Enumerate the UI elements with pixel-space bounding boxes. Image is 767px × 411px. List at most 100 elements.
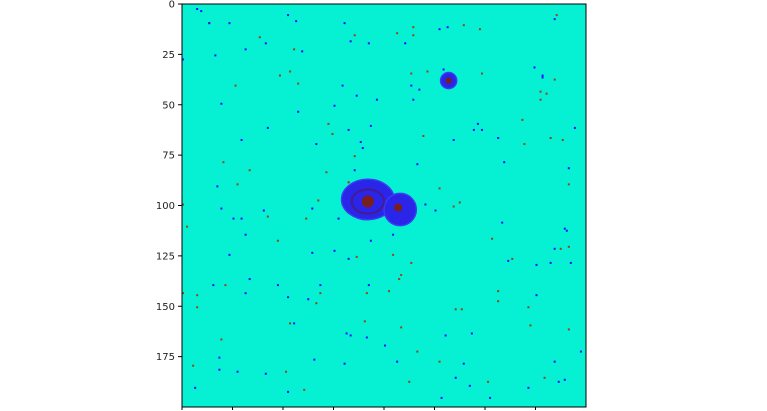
- noise-speck: [216, 185, 219, 188]
- noise-speck: [196, 294, 199, 297]
- noise-speck: [353, 169, 356, 172]
- noise-speck: [549, 261, 552, 264]
- noise-speck: [228, 22, 231, 25]
- noise-speck: [305, 217, 308, 220]
- noise-speck: [333, 104, 336, 107]
- noise-speck: [244, 48, 247, 51]
- noise-speck: [365, 336, 368, 339]
- noise-speck: [400, 326, 403, 329]
- noise-speck: [412, 26, 415, 29]
- noise-speck: [468, 384, 471, 387]
- noise-speck: [347, 257, 350, 260]
- noise-speck: [553, 360, 556, 363]
- noise-speck: [278, 74, 281, 77]
- noise-speck: [182, 292, 185, 295]
- noise-speck: [375, 98, 378, 101]
- noise-speck: [367, 42, 370, 45]
- noise-speck: [491, 237, 494, 240]
- y-tick-label: 75: [162, 151, 175, 162]
- noise-speck: [319, 284, 322, 287]
- noise-speck: [555, 14, 558, 17]
- noise-speck: [319, 292, 322, 295]
- noise-speck: [295, 20, 298, 23]
- noise-speck: [337, 217, 340, 220]
- noise-speck: [363, 320, 366, 323]
- noise-speck: [487, 380, 490, 383]
- noise-speck: [521, 118, 524, 121]
- noise-speck: [489, 396, 492, 399]
- noise-speck: [400, 274, 403, 277]
- y-tick-label: 100: [156, 201, 175, 212]
- noise-speck: [565, 229, 568, 232]
- noise-speck: [244, 233, 247, 236]
- blob-core: [394, 203, 403, 212]
- noise-speck: [460, 308, 463, 311]
- noise-speck: [367, 284, 370, 287]
- noise-speck: [353, 155, 356, 158]
- noise-speck: [573, 126, 576, 129]
- noise-speck: [276, 239, 279, 242]
- noise-speck: [303, 388, 306, 391]
- noise-speck: [503, 161, 506, 164]
- y-tick-label: 125: [156, 251, 175, 262]
- noise-speck: [438, 360, 441, 363]
- noise-speck: [315, 302, 318, 305]
- noise-speck: [264, 42, 267, 45]
- noise-speck: [264, 372, 267, 375]
- noise-speck: [416, 350, 419, 353]
- noise-speck: [349, 334, 352, 337]
- noise-speck: [561, 139, 564, 142]
- noise-speck: [293, 322, 296, 325]
- noise-speck: [426, 70, 429, 73]
- noise-speck: [533, 66, 536, 69]
- noise-speck: [285, 370, 288, 373]
- noise-speck: [345, 332, 348, 335]
- noise-speck: [301, 50, 304, 53]
- noise-speck: [472, 128, 475, 131]
- noise-speck: [355, 255, 358, 258]
- noise-speck: [410, 84, 413, 87]
- noise-speck: [442, 68, 445, 71]
- noise-speck: [410, 72, 413, 75]
- noise-speck: [333, 249, 336, 252]
- noise-speck: [434, 209, 437, 212]
- noise-speck: [559, 247, 562, 250]
- noise-specks: [182, 8, 582, 399]
- noise-speck: [369, 239, 372, 242]
- noise-speck: [535, 263, 538, 266]
- noise-speck: [539, 98, 542, 101]
- noise-speck: [412, 34, 415, 37]
- noise-speck: [497, 300, 500, 303]
- noise-speck: [343, 362, 346, 365]
- noise-speck: [452, 139, 455, 142]
- noise-speck: [452, 205, 455, 208]
- noise-speck: [408, 380, 411, 383]
- noise-speck: [266, 215, 269, 218]
- noise-speck: [497, 290, 500, 293]
- noise-speck: [347, 181, 350, 184]
- noise-speck: [404, 42, 407, 45]
- noise-speck: [396, 32, 399, 35]
- noise-speck: [539, 90, 542, 93]
- noise-speck: [297, 82, 300, 85]
- noise-speck: [418, 88, 421, 91]
- noise-speck: [331, 132, 334, 135]
- noise-speck: [563, 227, 566, 230]
- noise-speck: [511, 257, 514, 260]
- noise-speck: [497, 136, 500, 140]
- noise-speck: [458, 201, 461, 204]
- noise-speck: [240, 139, 243, 142]
- noise-speck: [527, 306, 530, 309]
- noise-speck: [248, 278, 251, 281]
- noise-speck: [214, 54, 217, 57]
- noise-speck: [307, 298, 310, 301]
- noise-speck: [266, 126, 269, 129]
- noise-speck: [541, 76, 544, 79]
- noise-speck: [276, 284, 279, 287]
- noise-speck: [462, 24, 465, 27]
- noise-speck: [553, 247, 556, 250]
- noise-speck: [501, 221, 504, 224]
- noise-speck: [355, 94, 358, 97]
- noise-speck: [557, 380, 560, 383]
